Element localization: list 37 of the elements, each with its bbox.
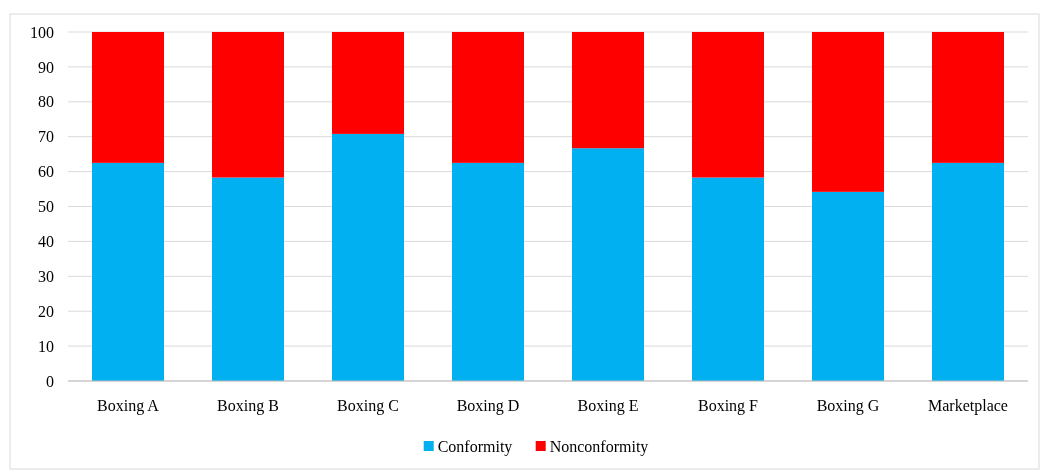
bar: [452, 162, 524, 381]
y-tick-label: 10: [38, 337, 54, 355]
bar: [92, 162, 164, 381]
bar: [572, 148, 644, 381]
bar: [692, 177, 764, 381]
bar: [932, 32, 1004, 163]
bar: [212, 32, 284, 178]
bar: [572, 32, 644, 149]
x-tick-label: Boxing D: [456, 397, 520, 415]
y-tick-label: 0: [46, 372, 54, 390]
y-tick-label: 50: [38, 198, 54, 216]
bar: [932, 162, 1004, 381]
bar: [812, 32, 884, 192]
x-tick-label: Boxing C: [337, 397, 399, 415]
y-tick-label: 30: [38, 267, 54, 285]
x-tick-label: Boxing E: [577, 397, 639, 415]
y-tick-label: 80: [38, 93, 54, 111]
bar: [212, 177, 284, 381]
bar: [692, 32, 764, 178]
x-tick-label: Boxing G: [816, 397, 880, 415]
x-tick-label: Marketplace: [928, 397, 1008, 415]
y-tick-label: 100: [30, 23, 54, 41]
y-tick-label: 70: [38, 128, 54, 146]
legend-label: Nonconformity: [549, 437, 649, 456]
x-tick-label: Boxing F: [697, 397, 759, 415]
y-tick-label: 40: [38, 233, 54, 250]
y-tick-label: 60: [38, 163, 54, 181]
bar: [812, 191, 884, 381]
x-tick-label: Boxing B: [217, 397, 279, 415]
bar: [332, 32, 404, 134]
legend-label: Conformity: [437, 437, 513, 456]
y-tick-label: 20: [38, 302, 54, 320]
y-tick-label: 90: [38, 58, 54, 76]
x-tick-label: Boxing A: [97, 397, 160, 415]
bar: [452, 32, 524, 163]
bar: [92, 32, 164, 163]
bar: [332, 133, 404, 381]
